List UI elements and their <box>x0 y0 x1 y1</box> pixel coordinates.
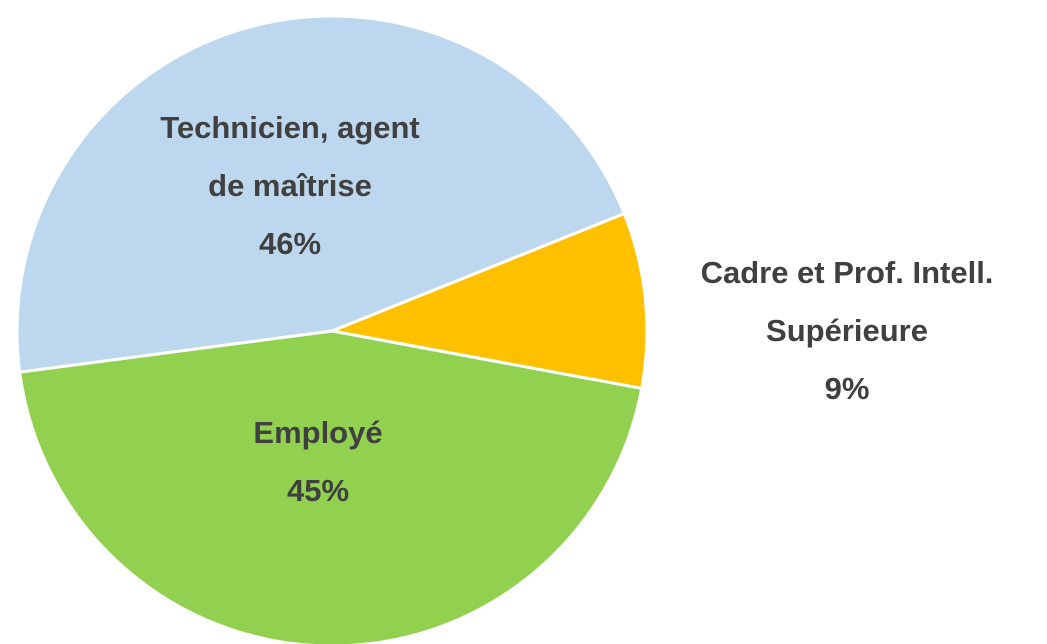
slice-label: Employé <box>253 415 382 450</box>
pie-slice <box>18 329 644 644</box>
pie-slice <box>15 14 627 374</box>
slice-value-label: 9% <box>825 371 870 406</box>
slice-value-label: 45% <box>287 473 349 508</box>
slice-value-label: 46% <box>259 226 321 261</box>
slice-label: Supérieure <box>766 313 928 348</box>
slice-label: Technicien, agent <box>160 110 420 145</box>
slice-label: Cadre et Prof. Intell. <box>701 255 994 290</box>
slice-label: de maîtrise <box>208 168 372 203</box>
